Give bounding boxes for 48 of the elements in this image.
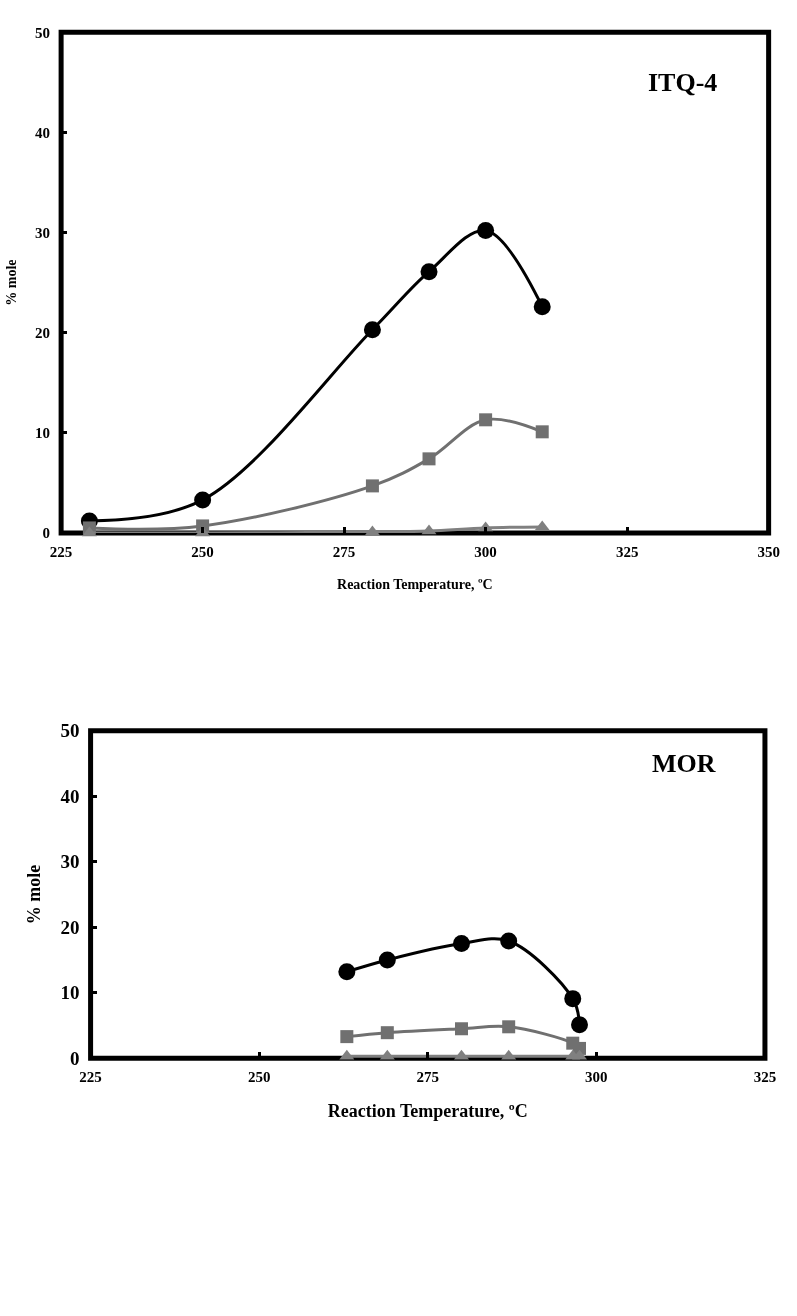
y-tick-label: 50 xyxy=(35,24,51,41)
annotation: MOR xyxy=(652,749,716,778)
y-axis-title: % mole xyxy=(3,259,19,306)
point xyxy=(340,1030,354,1044)
point xyxy=(378,951,396,969)
point xyxy=(380,1026,394,1040)
point xyxy=(479,413,493,427)
point xyxy=(502,1020,516,1034)
point xyxy=(420,263,438,281)
x-tick-label: 300 xyxy=(585,1069,608,1086)
y-tick-label: 0 xyxy=(42,525,51,542)
x-tick-label: 275 xyxy=(332,543,356,560)
point xyxy=(453,935,470,953)
y-tick-label: 0 xyxy=(70,1047,80,1069)
y-tick-label: 10 xyxy=(60,982,80,1004)
y-tick-label: 30 xyxy=(60,851,80,873)
y-tick-label: 20 xyxy=(35,324,51,341)
y-tick-label: 40 xyxy=(35,124,51,141)
point xyxy=(454,1022,468,1036)
y-tick-label: 10 xyxy=(35,425,51,442)
point xyxy=(338,963,356,981)
point xyxy=(535,425,549,439)
y-axis-title: % mole xyxy=(23,864,44,925)
x-tick-label: 225 xyxy=(79,1069,102,1086)
x-tick-label: 350 xyxy=(757,543,780,560)
x-tick-label: 325 xyxy=(753,1069,777,1086)
point xyxy=(533,298,551,316)
x-tick-label: 250 xyxy=(247,1069,271,1086)
point xyxy=(500,932,518,950)
x-tick-label: 275 xyxy=(416,1069,440,1086)
point xyxy=(363,321,381,339)
y-tick-label: 40 xyxy=(60,785,80,807)
point xyxy=(571,1016,588,1034)
y-tick-label: 20 xyxy=(60,916,80,938)
x-tick-label: 300 xyxy=(474,543,497,560)
x-axis-title: Reaction Temperature, ºC xyxy=(337,577,493,593)
x-tick-label: 325 xyxy=(615,543,639,560)
y-tick-label: 30 xyxy=(35,224,51,241)
point xyxy=(564,990,582,1008)
x-tick-label: 250 xyxy=(191,543,214,560)
point xyxy=(194,491,212,509)
point xyxy=(365,479,379,493)
point xyxy=(422,452,436,466)
x-axis-title: Reaction Temperature, ºC xyxy=(327,1101,528,1122)
y-tick-label: 50 xyxy=(60,720,80,742)
point xyxy=(477,222,495,240)
x-tick-label: 225 xyxy=(49,543,73,560)
annotation: ITQ-4 xyxy=(648,68,718,97)
